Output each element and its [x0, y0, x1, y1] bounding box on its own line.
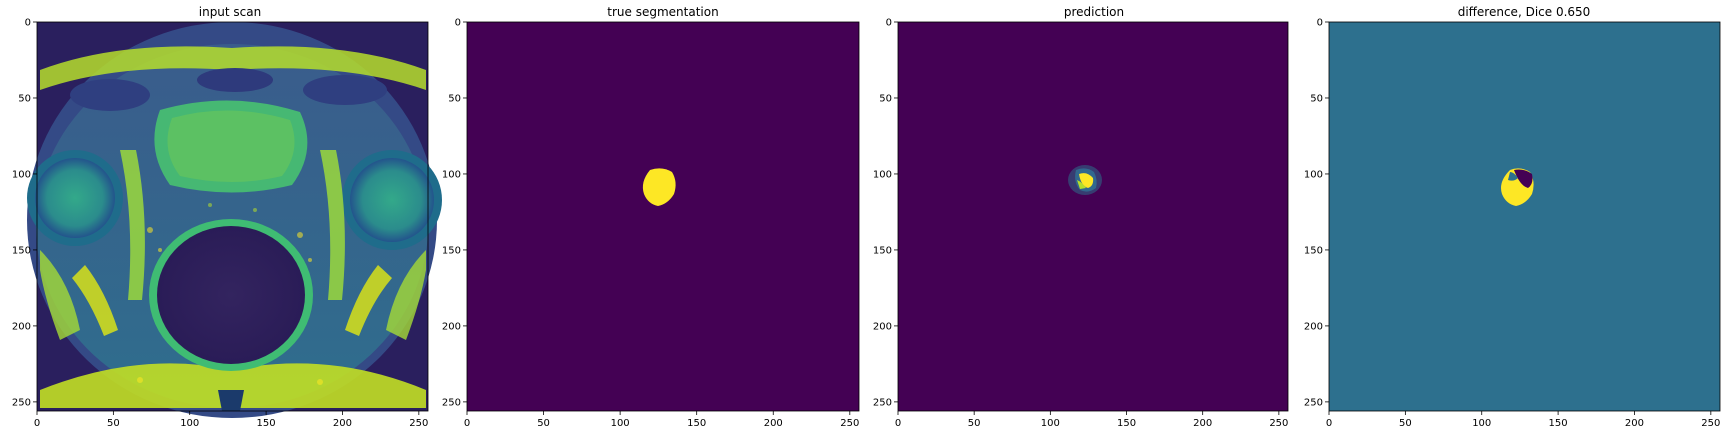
panel-title-input-scan: input scan — [199, 5, 262, 19]
y-tick-label: 100 — [1304, 169, 1323, 180]
y-tick-label: 250 — [12, 397, 31, 408]
x-tick-label: 0 — [34, 418, 40, 429]
panel-prediction: prediction — [897, 5, 1289, 412]
segmentation-image — [467, 22, 859, 411]
panel-title-true-segmentation: true segmentation — [607, 5, 718, 19]
panel-difference: difference, Dice 0.650 — [1328, 5, 1721, 412]
x-tick-label: 250 — [840, 418, 859, 429]
x-tick-label: 50 — [537, 418, 550, 429]
y-tick-label: 250 — [442, 397, 461, 408]
mri-image — [27, 22, 442, 418]
y-tick-label: 0 — [455, 18, 461, 29]
y-tick-label: 0 — [886, 18, 892, 29]
x-tick-label: 200 — [764, 418, 783, 429]
axes-frame — [1328, 21, 1721, 412]
x-tick-label: 100 — [611, 418, 630, 429]
y-tick-label: 150 — [873, 245, 892, 256]
y-tick-label: 250 — [1304, 397, 1323, 408]
x-tick-label: 50 — [968, 418, 981, 429]
y-tick-label: 50 — [879, 93, 892, 104]
x-tick-label: 0 — [895, 418, 901, 429]
panel-input-scan: input scan — [27, 5, 442, 418]
difference-image — [1329, 22, 1720, 411]
x-tick-label: 100 — [1041, 418, 1060, 429]
x-tick-label: 150 — [257, 418, 276, 429]
x-tick-label: 250 — [409, 418, 428, 429]
axes-frame — [36, 21, 429, 412]
y-tick-label: 0 — [1317, 18, 1323, 29]
panel-true-segmentation: true segmentation — [466, 5, 860, 412]
x-tick-label: 150 — [687, 418, 706, 429]
x-tick-label: 50 — [1399, 418, 1412, 429]
y-tick-label: 50 — [1310, 93, 1323, 104]
x-tick-label: 100 — [1472, 418, 1491, 429]
panel-title-difference: difference, Dice 0.650 — [1458, 5, 1591, 19]
y-tick-label: 150 — [442, 245, 461, 256]
x-tick-label: 250 — [1701, 418, 1720, 429]
prediction-image — [898, 22, 1288, 411]
y-tick-label: 200 — [873, 321, 892, 332]
x-tick-label: 150 — [1549, 418, 1568, 429]
panel-title-prediction: prediction — [1064, 5, 1124, 19]
y-tick-label: 100 — [442, 169, 461, 180]
y-tick-label: 100 — [12, 169, 31, 180]
axes-frame — [897, 21, 1289, 412]
axes-frame — [466, 21, 860, 412]
x-tick-label: 150 — [1117, 418, 1136, 429]
y-tick-label: 200 — [12, 321, 31, 332]
y-tick-label: 0 — [25, 18, 31, 29]
x-tick-label: 50 — [107, 418, 120, 429]
y-tick-label: 250 — [873, 397, 892, 408]
y-tick-label: 150 — [1304, 245, 1323, 256]
x-tick-label: 200 — [1193, 418, 1212, 429]
x-tick-label: 0 — [1326, 418, 1332, 429]
y-tick-label: 150 — [12, 245, 31, 256]
x-tick-label: 200 — [1625, 418, 1644, 429]
y-tick-label: 200 — [1304, 321, 1323, 332]
x-tick-label: 250 — [1269, 418, 1288, 429]
y-tick-label: 200 — [442, 321, 461, 332]
x-tick-label: 100 — [180, 418, 199, 429]
y-tick-label: 50 — [18, 93, 31, 104]
x-tick-label: 200 — [333, 418, 352, 429]
x-tick-label: 0 — [464, 418, 470, 429]
y-tick-label: 50 — [448, 93, 461, 104]
y-tick-label: 100 — [873, 169, 892, 180]
